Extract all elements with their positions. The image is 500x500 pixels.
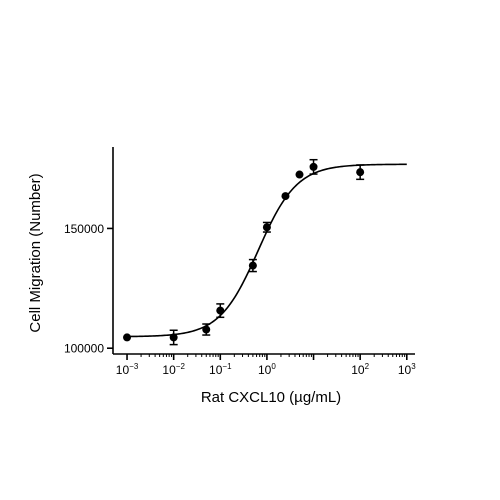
data-point	[295, 170, 304, 179]
x-tick-label: 100	[258, 362, 276, 377]
data-point	[216, 306, 225, 315]
x-tick-label: 10−1	[209, 362, 232, 377]
x-axis: 10−3 10−2 10−1 100 102 103	[113, 353, 416, 377]
x-tick-label: 10−3	[116, 362, 139, 377]
fit-curve	[127, 163, 407, 338]
error-bar-layer	[169, 158, 365, 346]
y-tick-label: 100000	[64, 342, 104, 356]
x-tick-label: 102	[351, 362, 369, 377]
data-point	[309, 162, 318, 171]
x-axis-title: Rat CXCL10 (µg/mL)	[201, 389, 341, 406]
data-point	[123, 333, 132, 342]
y-tick-label: 150000	[64, 222, 104, 236]
data-point	[248, 261, 257, 270]
x-tick-label: 103	[398, 362, 416, 377]
fit-curve-layer	[127, 163, 407, 338]
data-point	[281, 192, 290, 201]
data-point	[169, 333, 178, 342]
data-point	[356, 168, 365, 177]
x-tick-label: 10−2	[162, 362, 185, 377]
y-axis: 100000 150000	[64, 147, 114, 356]
data-point	[262, 223, 271, 232]
data-point-layer	[123, 162, 365, 342]
data-point	[202, 325, 211, 334]
y-axis-title: Cell Migration (Number)	[27, 173, 44, 332]
